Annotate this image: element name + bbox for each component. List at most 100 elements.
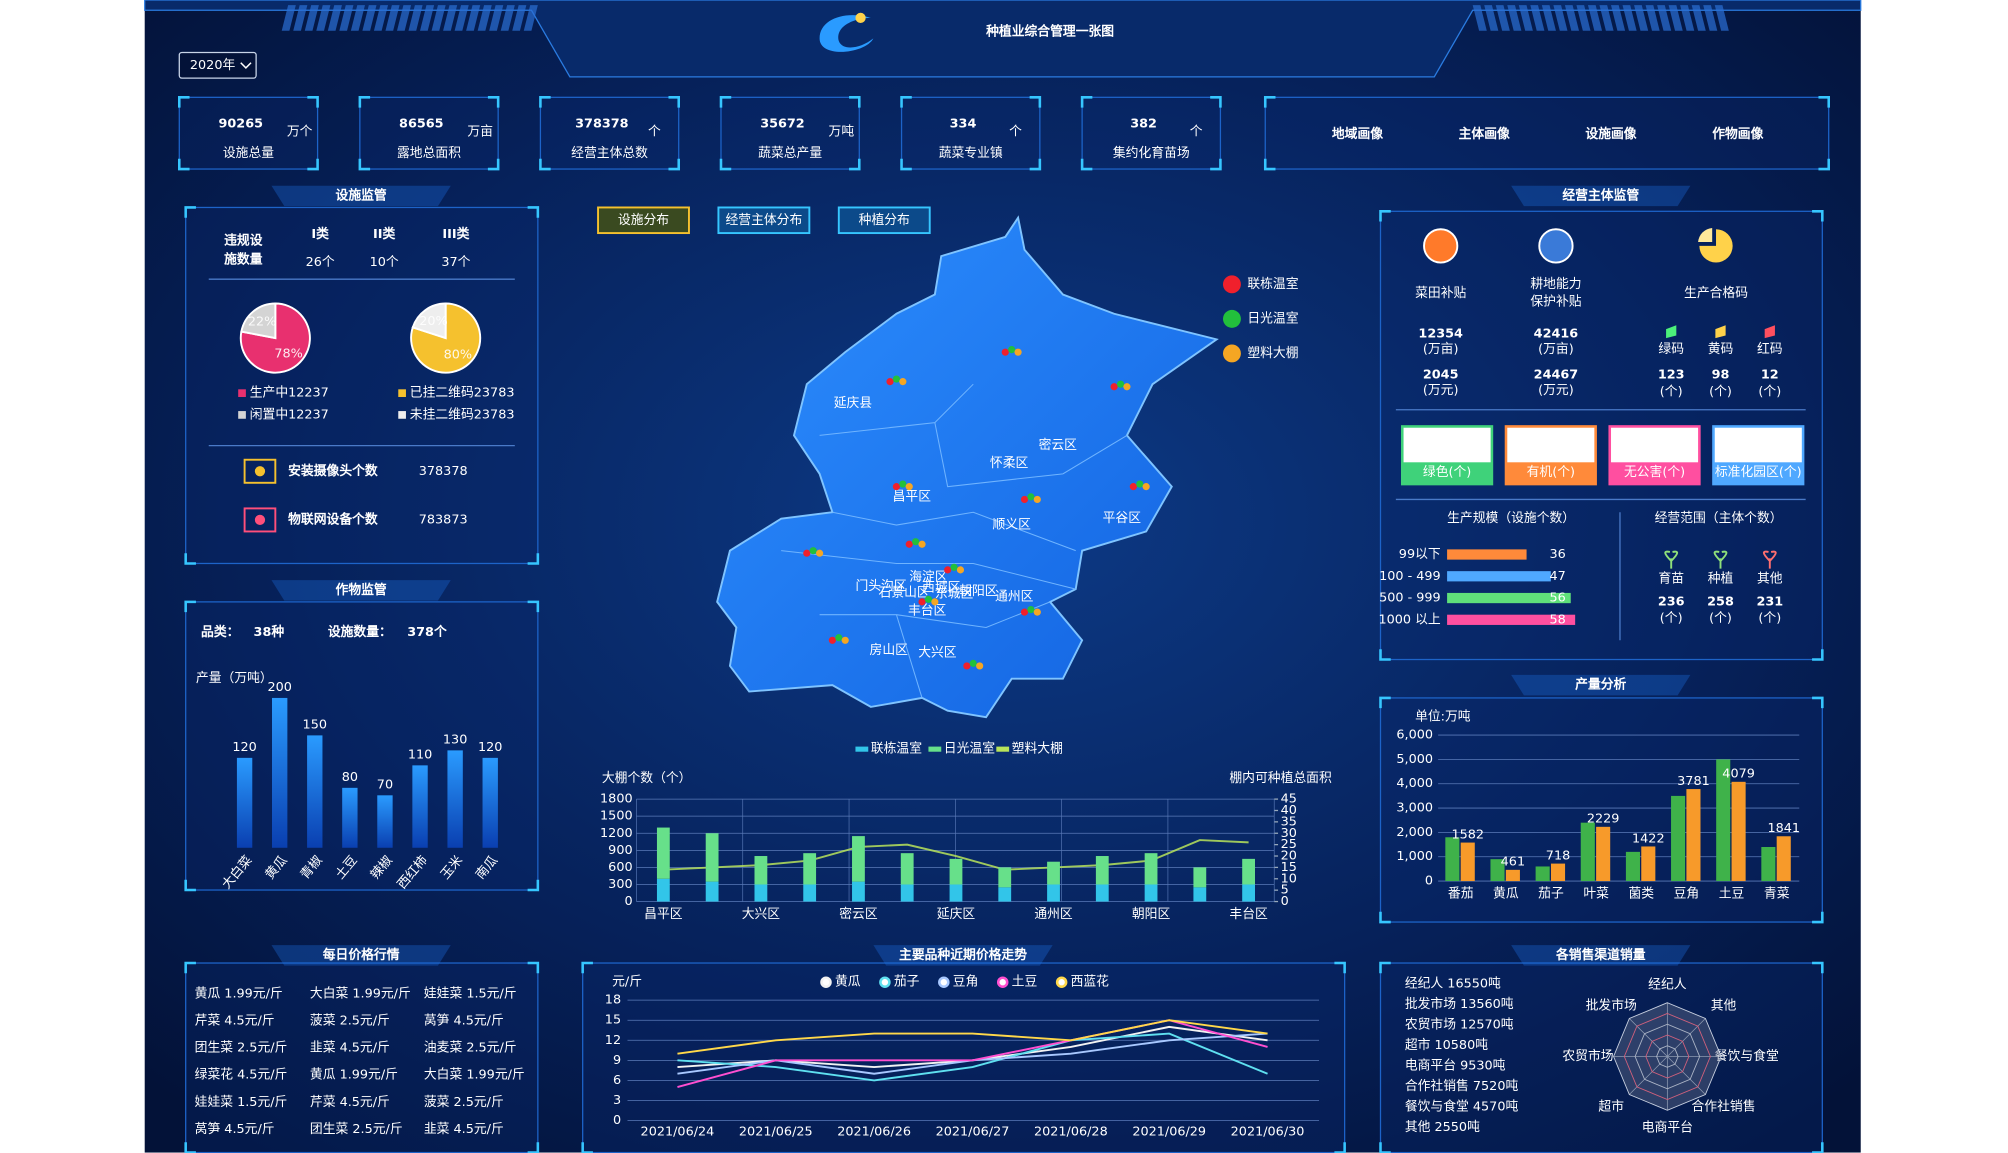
- legend-label: 已挂二维码23783: [410, 386, 515, 401]
- frame-corner: [184, 961, 196, 974]
- kpi-label: 蔬菜专业镇: [939, 146, 1003, 161]
- pie-label: 22%: [248, 315, 276, 330]
- bar-segment: [705, 881, 719, 902]
- map-dot: [1110, 383, 1118, 391]
- price-item: 娃娃菜 1.5元/斤: [424, 986, 517, 1001]
- channel-value: 2550吨: [1435, 1119, 1481, 1134]
- cert-band: [1505, 462, 1596, 485]
- header-stripe: [373, 5, 389, 31]
- legend-label: 塑料大棚: [1012, 742, 1063, 757]
- price-item: 团生菜 2.5元/斤: [195, 1041, 288, 1056]
- channel-item: 批发市场 13560吨: [1405, 995, 1514, 1011]
- nav-tab[interactable]: 作物画像: [1712, 126, 1763, 142]
- x-tick-label: 豆角: [1674, 886, 1700, 901]
- nav-tab[interactable]: 地域画像: [1332, 126, 1383, 142]
- bar: [1596, 826, 1611, 882]
- stat-icon-dot: [254, 466, 266, 477]
- header-stripe: [1611, 5, 1626, 31]
- map-dot: [1027, 493, 1035, 501]
- x-tick-label: 叶菜: [1583, 886, 1609, 901]
- header-stripe: [293, 5, 308, 31]
- bar-category: 500 - 999: [1379, 591, 1441, 606]
- count-label: 设施数量：: [328, 624, 392, 640]
- pie-slice: [410, 302, 482, 374]
- bar: [272, 697, 288, 848]
- x-tick-label: 朝阳区: [1132, 907, 1171, 922]
- scope-icon: [1664, 550, 1679, 569]
- bar-segment: [900, 884, 914, 902]
- x-tick-label: 延庆区: [937, 907, 976, 922]
- class-label: I类: [311, 226, 329, 242]
- frame-corner: [1379, 911, 1391, 924]
- map-dot: [905, 483, 913, 491]
- sub-title: 生产规模（设施个数）: [1447, 511, 1575, 526]
- y-tick-label: 3: [613, 1093, 621, 1108]
- kpi-value: 35672: [760, 117, 805, 132]
- bar-value: 200: [267, 680, 291, 695]
- hbar-value: 47: [1550, 569, 1566, 584]
- map-dot: [976, 662, 984, 670]
- bar: [307, 735, 323, 848]
- x-tick-label: 昌平区: [644, 907, 683, 922]
- channel-value: 9530吨: [1460, 1058, 1506, 1073]
- frame-corner: [184, 206, 196, 218]
- bar: [1625, 851, 1640, 882]
- code-name: 黄码: [1708, 342, 1734, 357]
- map-dot: [1123, 383, 1131, 391]
- legend-label: 豆角: [953, 975, 979, 990]
- channel-item: 其他 2550吨: [1405, 1119, 1480, 1134]
- bar-value: 461: [1501, 855, 1525, 870]
- panel-frame: [185, 962, 539, 1153]
- header-stripe: [408, 5, 423, 31]
- frame-corner: [527, 879, 540, 892]
- x-tick-label: 2021/06/28: [1034, 1125, 1108, 1140]
- header-stripe: [1472, 5, 1487, 31]
- header-stripe: [327, 5, 342, 31]
- frame-corner: [184, 600, 196, 613]
- legend-dot: [1222, 309, 1241, 328]
- hbar: [1447, 571, 1551, 582]
- x-tick-label: 番茄: [1448, 886, 1474, 901]
- stat-value: 783873: [419, 512, 468, 527]
- x-tick-label: 青菜: [1764, 886, 1790, 901]
- kpi-value: 382: [1130, 117, 1157, 132]
- map-dot: [1008, 346, 1016, 354]
- select-arrow: [240, 62, 252, 69]
- class-label: III类: [442, 226, 469, 242]
- bar-category: 1000 以上: [1378, 612, 1440, 627]
- cert-band: [1713, 462, 1804, 485]
- map-tab[interactable]: [837, 206, 931, 235]
- radar-axis: [1667, 1018, 1706, 1057]
- district-label: 平谷区: [1103, 511, 1142, 526]
- radar-label: 其他: [1711, 998, 1737, 1013]
- map-tab[interactable]: [717, 206, 811, 235]
- district-border: [895, 614, 923, 699]
- bar: [1505, 869, 1520, 882]
- y-tick-label: 2,000: [1396, 825, 1433, 840]
- frame-corner: [668, 158, 681, 171]
- price-item: 芹菜 4.5元/斤: [195, 1013, 275, 1028]
- y-axis-label: 产量（万吨）: [196, 671, 273, 686]
- header-stripe: [339, 5, 354, 31]
- map-tab[interactable]: [597, 206, 690, 235]
- header-stripe: [1564, 5, 1579, 31]
- price-item: 黄瓜 1.99元/斤: [195, 986, 283, 1001]
- year-select[interactable]: [178, 51, 257, 79]
- y2-tick-label: 25: [1281, 837, 1297, 852]
- header-stripe: [443, 5, 458, 31]
- nav-tab[interactable]: 主体画像: [1459, 126, 1510, 142]
- hbar: [1447, 614, 1576, 625]
- frame-corner: [487, 96, 500, 108]
- map-dot: [918, 598, 926, 606]
- header-stripe: [489, 5, 504, 31]
- panel-frame: [185, 206, 539, 565]
- radar-label: 农贸市场: [1562, 1048, 1613, 1064]
- legend-swatch: [398, 389, 406, 397]
- kpi-value: 90265: [218, 117, 263, 132]
- logo: [819, 15, 874, 52]
- nav-tab[interactable]: 设施画像: [1585, 126, 1636, 142]
- scope-unit: (个): [1660, 611, 1683, 626]
- header-stripe: [350, 5, 365, 31]
- stat-icon: [243, 507, 277, 533]
- y2-tick-label: 15: [1281, 860, 1297, 875]
